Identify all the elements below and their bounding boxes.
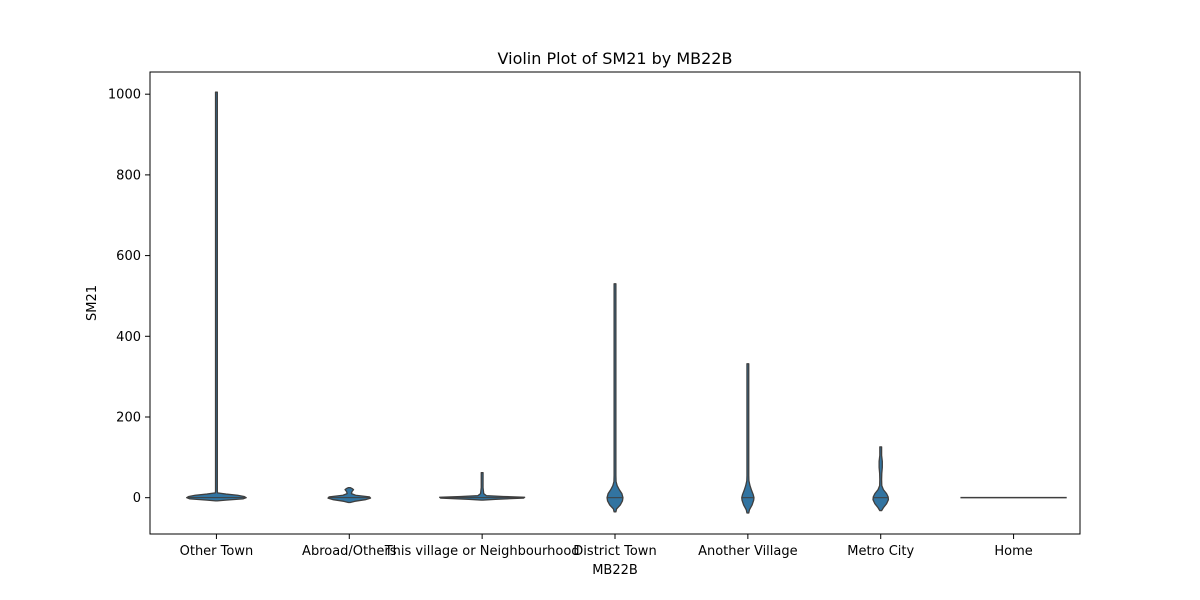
violin-metro-city: [872, 446, 890, 512]
plot-frame: [149, 71, 1081, 535]
x-tick-label: District Town: [573, 544, 656, 559]
x-tick-label: Metro City: [847, 544, 914, 559]
x-tick-label: Another Village: [698, 544, 798, 559]
violin-other-town: [186, 91, 247, 502]
y-tick-label: 800: [116, 168, 141, 183]
violin-abroad-others: [327, 486, 372, 504]
y-tick-label: 400: [116, 330, 141, 345]
x-tick-label: Abroad/Others: [302, 544, 397, 559]
y-tick-label: 200: [116, 410, 141, 425]
y-tick-label: 1000: [108, 88, 141, 103]
violin-district-town: [606, 283, 624, 513]
violin-body: [606, 283, 624, 513]
y-tick-label: 600: [116, 249, 141, 264]
violin-body: [872, 446, 890, 512]
violin-body: [327, 486, 372, 504]
chart-title: Violin Plot of SM21 by MB22B: [498, 49, 733, 68]
y-tick-label: 0: [133, 491, 141, 506]
y-axis-ticks: 0 200 400 600 800 1000: [108, 88, 150, 506]
violin-another-village: [741, 363, 755, 514]
violins-layer: [186, 91, 1067, 514]
violin-this-village-or-neighbourhood: [438, 472, 526, 501]
violin-body: [438, 472, 526, 501]
x-tick-label: Home: [994, 544, 1032, 559]
violin-body: [186, 91, 247, 502]
x-tick-label: This village or Neighbourhood: [384, 544, 580, 559]
x-tick-label: Other Town: [180, 544, 254, 559]
y-axis-label: SM21: [85, 285, 100, 321]
x-axis-label: MB22B: [592, 563, 638, 578]
violin-body: [741, 363, 755, 514]
